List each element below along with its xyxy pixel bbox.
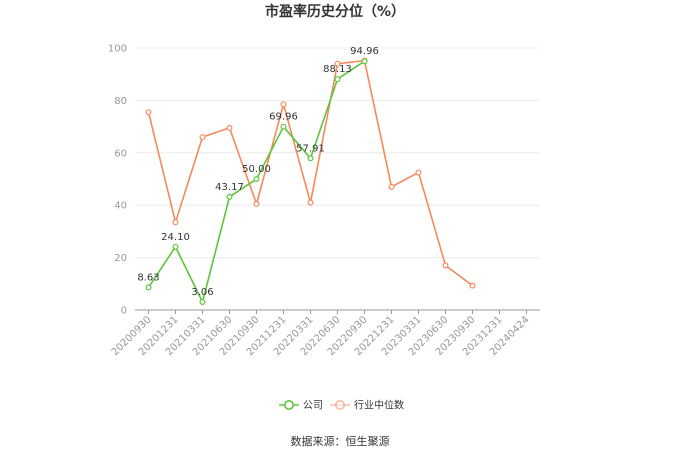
data-point[interactable] <box>334 60 341 67</box>
legend-swatch-marker <box>283 399 294 410</box>
data-point[interactable] <box>361 58 368 65</box>
y-tick-label: 0 <box>121 306 127 317</box>
data-point[interactable] <box>334 76 341 83</box>
gridlines <box>135 47 540 259</box>
data-point[interactable] <box>145 109 152 116</box>
data-point[interactable] <box>469 282 476 289</box>
data-label: 57.91 <box>296 143 325 154</box>
series-1 <box>145 57 476 289</box>
data-point[interactable] <box>172 219 179 226</box>
data-label: 8.63 <box>137 272 159 283</box>
y-tick-label: 100 <box>108 44 127 55</box>
y-tick-label: 60 <box>114 148 127 159</box>
data-point[interactable] <box>199 298 206 305</box>
series-lines <box>145 57 476 305</box>
legend[interactable]: 公司 行业中位数 <box>279 399 404 412</box>
x-tick-labels: 2020093020201231202103312021063020210930… <box>110 310 532 358</box>
y-tick-labels: 0 20 40 60 80 100 <box>108 44 127 317</box>
legend-item-0[interactable]: 公司 <box>279 399 323 412</box>
data-point[interactable] <box>226 124 233 131</box>
data-label: 88.13 <box>323 64 352 75</box>
data-point[interactable] <box>280 101 287 108</box>
legend-item-1[interactable]: 行业中位数 <box>330 399 404 412</box>
data-labels: 8.63 24.10 3.06 43.17 50.00 69.96 57.91 88.13 94… <box>137 46 378 298</box>
data-label: 24.10 <box>161 232 190 243</box>
data-point[interactable] <box>199 134 206 141</box>
data-point[interactable] <box>307 199 314 206</box>
data-label: 94.96 <box>350 46 379 57</box>
series-line <box>147 59 473 287</box>
legend-label: 行业中位数 <box>354 399 404 412</box>
data-point[interactable] <box>388 183 395 190</box>
y-tick-label: 80 <box>114 96 127 107</box>
y-tick-label: 20 <box>114 253 127 264</box>
data-point[interactable] <box>253 200 260 207</box>
data-point[interactable] <box>145 284 152 291</box>
legend-swatch-marker <box>334 399 345 410</box>
data-point[interactable] <box>415 169 422 176</box>
data-label: 3.06 <box>191 287 213 298</box>
data-point[interactable] <box>253 176 260 183</box>
data-point[interactable] <box>226 193 233 200</box>
data-point[interactable] <box>442 262 449 269</box>
series-0 <box>145 58 368 305</box>
data-label: 50.00 <box>242 164 271 175</box>
data-point[interactable] <box>307 155 314 162</box>
chart-title: 市盈率历史分位（%） <box>265 3 405 20</box>
data-label: 43.17 <box>215 182 244 193</box>
legend-label: 公司 <box>303 401 323 412</box>
data-point[interactable] <box>280 123 287 130</box>
data-label: 69.96 <box>269 112 298 123</box>
data-point[interactable] <box>172 243 179 250</box>
y-tick-label: 40 <box>114 201 127 212</box>
source-note: 数据来源：恒生聚源 <box>291 434 390 448</box>
